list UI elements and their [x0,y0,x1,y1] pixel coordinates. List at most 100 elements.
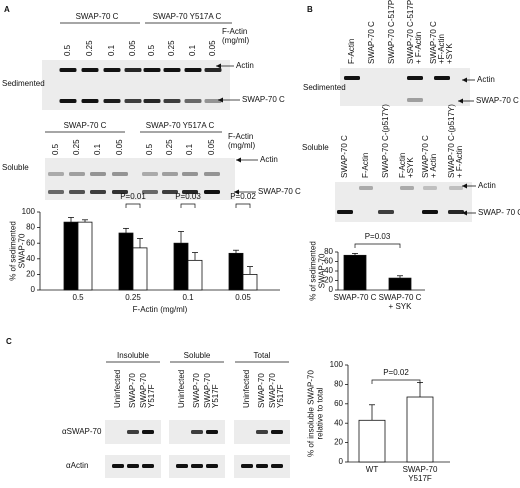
gel-band [344,76,360,80]
bar [406,396,434,463]
gel-image [340,68,470,106]
arrow-head [218,97,223,103]
group-label: Insoluble [117,351,150,360]
significance-bracket [235,203,251,208]
gel-band [423,186,437,190]
lane-label: SWAP-70 [128,373,137,408]
p-value: P=0.01 [120,192,146,201]
arrow-head [462,210,467,216]
band-label: SWAP-70 C [242,95,285,104]
unit-label: F-Actin (mg/ml) [228,132,255,150]
row-label: αActin [66,461,88,470]
error-bar [82,219,88,223]
lane-label: +F-Actin [437,34,446,64]
y-tick-label: 60 [324,257,333,266]
gel-band [448,210,464,214]
error-bar [68,217,74,223]
unit-label-line: (mg/ml) [228,141,255,150]
bar [187,259,203,291]
gel-band [69,172,85,176]
lane-label: 0.05 [208,40,217,56]
gel-band [271,464,283,468]
gel-band [142,464,154,468]
bar [228,252,244,291]
x-tick-label: SWAP-70 C [334,293,377,302]
gel-band [162,190,178,194]
arrow-head [462,77,467,83]
gel-band [206,430,218,434]
band-label: Actin [477,75,495,84]
error-bar [369,404,375,421]
lane-label: SWAP-70 C-517P [406,0,415,64]
y-tick-label: 60 [334,399,343,408]
gel-band [191,464,203,468]
arrow-head [234,189,239,195]
lane-label: Y517F [276,384,285,408]
gel-band [103,99,121,103]
panel-label: C [6,337,12,346]
lane-label: 0.1 [188,44,197,56]
gel-band [407,98,423,102]
lane-label: 0.25 [165,139,174,155]
row-label: αSWAP-70 [62,427,102,436]
y-tick-label: 80 [334,380,343,389]
arrow-head [236,157,241,163]
lane-label: 0.1 [107,44,116,56]
lane-label: SWAP-70 C [429,21,438,64]
y-tick-label: 60 [26,238,35,247]
error-bar [123,227,129,234]
p-value: P=0.02 [230,192,256,201]
gel-band [337,210,353,214]
error-bar [192,252,198,261]
lane-label: F-Actin [361,153,370,178]
lane-label: SWAP-70 [139,373,148,408]
y-tick-label: 20 [334,438,343,447]
lane-label: SWAP-70 [192,373,201,408]
x-tick-label-line: SWAP-70 C [379,293,422,302]
gel-band [127,464,139,468]
error-bar [178,231,184,244]
gel-band [59,99,77,103]
lane-label: 0.05 [128,40,137,56]
gel-band [176,464,188,468]
gel-band [206,464,218,468]
arrow-head [458,98,463,104]
x-tick-label: 0.5 [72,293,84,302]
significance-bracket [180,203,196,208]
y-axis-title: SWAP-70 [318,253,327,288]
lane-label: 0.05 [207,139,216,155]
y-axis-title: % of sedimented [309,241,318,301]
unit-label-line: F-Actin [228,132,253,141]
gel-band [112,172,128,176]
unit-label: F-Actin (mg/ml) [222,27,249,45]
panel-label: B [307,5,313,14]
gel-band [204,68,222,72]
p-value: P=0.03 [365,232,391,241]
lane-label: 0.5 [145,143,154,155]
gel-band [182,190,198,194]
lane-label: 0.05 [115,139,124,155]
fraction-label: Sedimented [303,83,346,92]
lane-label: 0.1 [93,143,102,155]
gel-band [162,172,178,176]
x-tick-label: 0.1 [182,293,194,302]
unit-label-line: F-Actin [222,27,247,36]
gel-band [182,172,198,176]
error-bar [397,275,403,279]
gel-band [271,430,283,434]
gel-band [163,99,181,103]
x-tick-label: WT [366,465,379,474]
p-value: P=0.03 [175,192,201,201]
lane-label: + Actin [429,154,438,178]
y-tick-label: 40 [324,266,333,275]
band-label: Actin [236,61,254,70]
gel-band [407,76,423,80]
bar [358,419,386,463]
bar [173,242,189,291]
band-label: Actin [478,181,496,190]
gel-band [143,68,161,72]
lane-label: 0.1 [185,143,194,155]
gel-band [142,172,158,176]
group-label: Total [254,351,271,360]
error-bar [247,266,253,275]
